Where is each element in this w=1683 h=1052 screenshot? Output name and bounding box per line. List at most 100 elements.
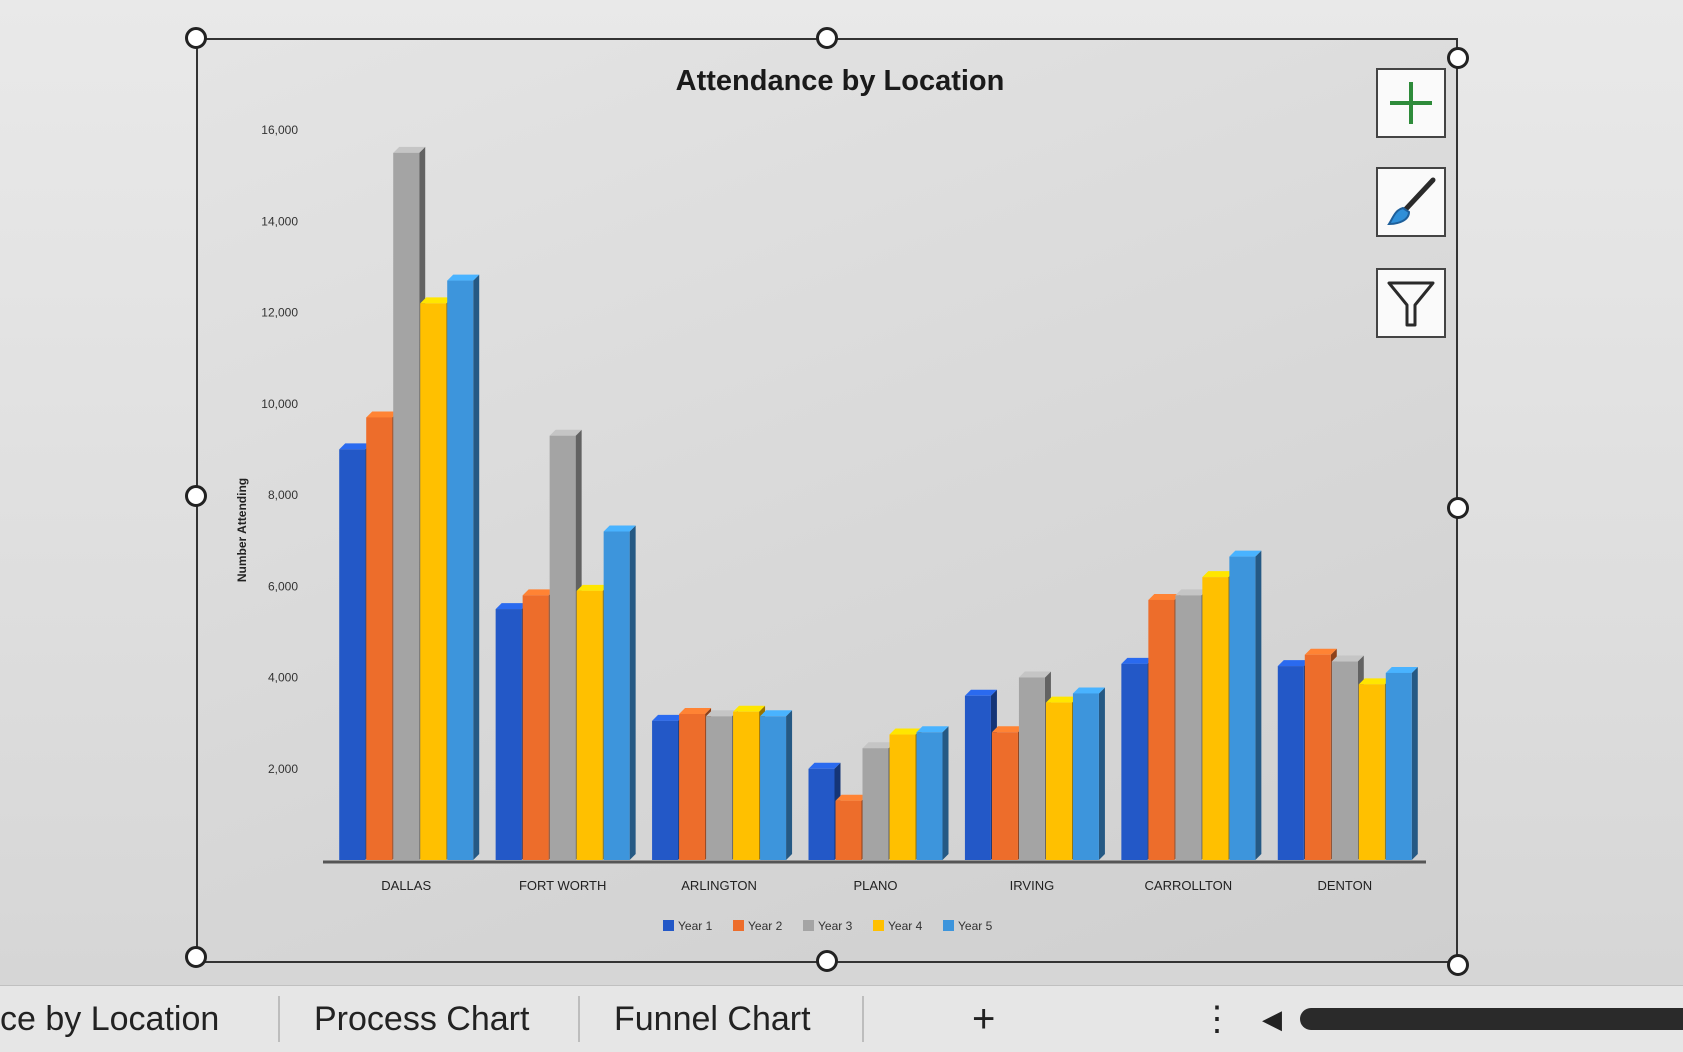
x-tick-label: CARROLLTON <box>1145 878 1233 893</box>
bar-top <box>889 728 922 735</box>
add-sheet-button[interactable]: + <box>972 997 996 1041</box>
resize-handle-middle-left[interactable] <box>185 485 207 507</box>
bar-front <box>447 280 474 860</box>
bar-front <box>733 711 760 860</box>
bar-front <box>889 734 916 860</box>
bar-top <box>706 710 739 717</box>
bar-front <box>1304 654 1331 860</box>
bar[interactable] <box>1385 666 1418 860</box>
bar[interactable] <box>603 525 636 861</box>
legend-item[interactable]: Year 2 <box>733 919 783 933</box>
bar[interactable] <box>916 726 949 860</box>
x-tick-label: DENTON <box>1317 878 1372 893</box>
x-tick-label: PLANO <box>853 878 897 893</box>
y-tick-label: 16,000 <box>261 123 298 137</box>
legend-item[interactable]: Year 3 <box>803 919 853 933</box>
resize-handle-bottom-right[interactable] <box>1447 954 1469 976</box>
bar-front <box>1202 577 1229 860</box>
bar-front <box>366 417 393 860</box>
bar-top <box>1358 678 1391 685</box>
bar-side <box>1411 666 1418 860</box>
tab-attendance-by-location[interactable]: ce by Location <box>0 1000 220 1038</box>
bar-side <box>629 525 636 860</box>
bar-top <box>393 146 426 153</box>
resize-handle-bottom-center[interactable] <box>816 950 838 972</box>
resize-handle-top-right[interactable] <box>1447 47 1469 69</box>
x-tick-label: FORT WORTH <box>519 878 606 893</box>
resize-handle-top-center[interactable] <box>816 27 838 49</box>
legend-swatch <box>943 920 954 931</box>
chart-filters-button[interactable] <box>1376 268 1446 338</box>
bar-front <box>495 609 522 860</box>
bar-front <box>1148 599 1175 860</box>
legend-label: Year 2 <box>748 919 783 933</box>
bar-front <box>1018 677 1045 860</box>
bar-top <box>808 762 841 769</box>
bar-top <box>916 726 949 733</box>
bar-front <box>1229 556 1256 860</box>
bar-front <box>808 768 835 860</box>
bar-top <box>495 603 528 610</box>
chart-object[interactable]: Attendance by Location Number Attending … <box>196 38 1458 963</box>
chart-legend[interactable]: Year 1 Year 2 Year 3 Year 4 Year 5 <box>663 919 993 933</box>
bar-top <box>1385 666 1418 673</box>
chart-styles-button[interactable] <box>1376 167 1446 237</box>
resize-handle-middle-right[interactable] <box>1447 497 1469 519</box>
legend-swatch <box>803 920 814 931</box>
chart-elements-button[interactable] <box>1376 68 1446 138</box>
bar-top <box>522 589 555 596</box>
legend-item[interactable]: Year 4 <box>873 919 923 933</box>
bar-side <box>942 726 949 860</box>
legend-label: Year 3 <box>818 919 853 933</box>
bar-top <box>862 742 895 749</box>
y-axis-label[interactable]: Number Attending <box>235 478 249 582</box>
x-axis-ticks: DALLAS FORT WORTH ARLINGTON PLANO IRVING CARR… <box>381 878 1372 893</box>
bar-front <box>760 716 787 860</box>
bar-top <box>1331 655 1364 662</box>
legend-label: Year 5 <box>958 919 993 933</box>
tab-separator <box>862 996 864 1042</box>
tab-separator <box>578 996 580 1042</box>
bar-front <box>522 595 549 860</box>
resize-handle-bottom-left[interactable] <box>185 946 207 968</box>
y-tick-label: 10,000 <box>261 397 298 411</box>
bar-front <box>1175 595 1202 860</box>
bar-top <box>366 411 399 418</box>
bar-front <box>420 303 447 860</box>
tab-separator <box>278 996 280 1042</box>
bar-front <box>991 732 1018 860</box>
legend-label: Year 4 <box>888 919 923 933</box>
legend-item[interactable]: Year 5 <box>943 919 993 933</box>
bar[interactable] <box>447 274 480 860</box>
bar-plot-area[interactable] <box>339 146 1418 861</box>
bar-top <box>339 443 372 450</box>
bar-front <box>576 590 603 860</box>
horizontal-scrollbar[interactable] <box>1300 1008 1683 1030</box>
bar-front <box>393 152 420 860</box>
y-tick-label: 2,000 <box>268 762 298 776</box>
bar-front <box>339 449 366 860</box>
bar[interactable] <box>760 710 793 860</box>
legend-item[interactable]: Year 1 <box>663 919 713 933</box>
y-tick-label: 6,000 <box>268 579 298 593</box>
bar-top <box>1018 671 1051 678</box>
tab-process-chart[interactable]: Process Chart <box>314 1000 530 1038</box>
more-options-icon[interactable]: ⋮ <box>1200 1000 1234 1038</box>
resize-handle-top-left[interactable] <box>185 27 207 49</box>
y-tick-label: 4,000 <box>268 671 298 685</box>
bar[interactable] <box>1072 687 1105 860</box>
bar-front <box>1072 693 1099 860</box>
bar-front <box>1045 702 1072 860</box>
legend-label: Year 1 <box>678 919 713 933</box>
bar[interactable] <box>1229 550 1262 860</box>
paintbrush-icon <box>1387 177 1436 226</box>
bar-top <box>679 708 712 714</box>
bar-front <box>916 732 943 860</box>
bar-top <box>760 710 793 717</box>
scroll-left-icon[interactable]: ◀ <box>1262 1004 1282 1034</box>
bar-top <box>549 429 582 436</box>
bar-side <box>786 710 793 860</box>
y-tick-label: 14,000 <box>261 214 298 228</box>
chart-title[interactable]: Attendance by Location <box>676 65 1005 97</box>
tab-funnel-chart[interactable]: Funnel Chart <box>614 1000 811 1038</box>
